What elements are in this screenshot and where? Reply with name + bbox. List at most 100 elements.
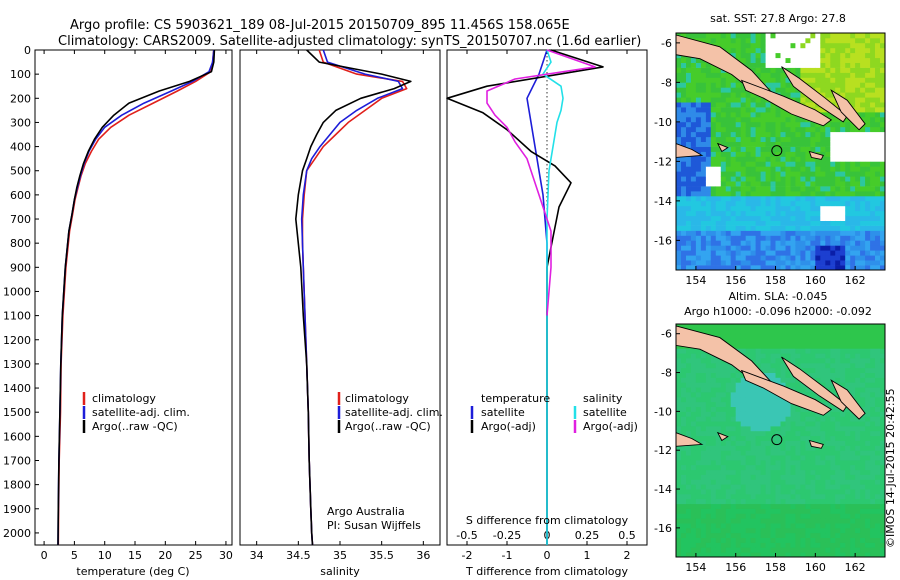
- map-cell: [725, 489, 732, 495]
- map-cell: [830, 445, 836, 451]
- map-cell: [850, 552, 856, 558]
- map-cell: [830, 430, 836, 437]
- map-cell: [805, 33, 811, 39]
- map-cell: [795, 265, 801, 271]
- legend-salinity-heading: salinity: [583, 392, 623, 405]
- map-cell: [715, 250, 722, 256]
- map-cell: [860, 401, 866, 407]
- map-cell: [695, 503, 702, 509]
- map-cell: [840, 513, 846, 519]
- map-cell: [735, 195, 742, 202]
- map-cell: [686, 141, 692, 147]
- map-cell: [820, 151, 826, 157]
- map-cell: [875, 141, 881, 147]
- map-cell: [735, 411, 742, 417]
- map-cell: [676, 459, 682, 466]
- map-cell: [676, 195, 682, 202]
- map-cell: [745, 435, 752, 441]
- map-cell: [715, 171, 722, 177]
- map-cell: [745, 489, 752, 495]
- map-cell: [730, 77, 737, 83]
- map-cell: [870, 489, 876, 495]
- map-cell: [705, 396, 712, 403]
- y-tick-label: 1700: [3, 454, 31, 467]
- map-cell: [676, 552, 682, 558]
- map-cell: [880, 72, 886, 78]
- map-cell: [785, 161, 791, 167]
- map-cell: [845, 230, 851, 236]
- map-x-tick-label: 156: [725, 274, 746, 287]
- map-cell: [681, 387, 687, 393]
- map-cell: [850, 176, 856, 182]
- map-cell: [715, 255, 722, 261]
- map-cell: [870, 518, 876, 524]
- x-tick-label: 36: [416, 549, 430, 562]
- map-cell: [800, 542, 806, 548]
- map-cell: [676, 176, 682, 182]
- map-cell: [860, 37, 866, 44]
- map-cell: [880, 328, 886, 335]
- map-cell: [750, 503, 756, 509]
- map-cell: [725, 87, 732, 93]
- map-cell: [695, 255, 702, 261]
- map-cell: [770, 220, 776, 226]
- map-cell: [855, 141, 861, 147]
- map-cell: [690, 33, 697, 39]
- map-cell: [730, 459, 737, 466]
- map-cell: [681, 503, 687, 509]
- map-cell: [805, 250, 811, 256]
- map-cell: [835, 338, 841, 344]
- map-cell: [725, 112, 732, 118]
- map-cell: [740, 435, 747, 441]
- map-cell: [755, 97, 761, 103]
- map-cell: [825, 87, 831, 93]
- map-cell: [760, 107, 766, 113]
- map-cell: [760, 527, 766, 534]
- map-cell: [720, 527, 727, 534]
- map-cell: [805, 489, 811, 495]
- map-cell: [730, 250, 737, 256]
- map-cell: [720, 260, 727, 266]
- map-cell: [805, 57, 811, 63]
- map-cell: [790, 348, 796, 354]
- map-cell: [880, 532, 886, 538]
- map-cell: [820, 489, 826, 495]
- map-cell: [880, 372, 886, 378]
- map-cell: [725, 47, 732, 54]
- map-cell: [715, 455, 722, 461]
- map-cell: [830, 328, 836, 335]
- map-cell: [875, 255, 881, 261]
- map-cell: [860, 191, 866, 197]
- map-cell: [795, 181, 801, 187]
- map-cell: [805, 547, 811, 553]
- map-cell: [725, 523, 732, 529]
- map-cell: [770, 445, 776, 451]
- x-top-tick-label: 0.5: [618, 529, 636, 542]
- map-cell: [805, 141, 811, 147]
- map-cell: [860, 220, 866, 226]
- map-cell: [700, 537, 707, 543]
- map-cell: [800, 537, 806, 543]
- map-cell: [845, 225, 851, 231]
- map-cell: [780, 77, 786, 83]
- map-cell: [775, 435, 781, 441]
- map-cell: [880, 469, 886, 475]
- map-cell: [880, 37, 886, 44]
- legend-temperature-heading: temperature: [481, 392, 550, 405]
- map-cell: [790, 200, 796, 207]
- map-cell: [755, 195, 761, 202]
- map-cell: [785, 537, 791, 543]
- map-cell: [840, 156, 846, 162]
- map-cell: [865, 474, 871, 480]
- map-cell: [760, 493, 766, 500]
- y-tick-label: 1400: [3, 382, 31, 395]
- map-cell: [860, 367, 866, 373]
- map-cell: [805, 328, 811, 335]
- map-cell: [735, 377, 742, 383]
- map-cell: [880, 255, 886, 261]
- map-cell: [686, 260, 692, 266]
- map-cell: [840, 416, 846, 422]
- map-cell: [775, 62, 781, 68]
- map-cell: [845, 87, 851, 93]
- map-cell: [750, 353, 756, 359]
